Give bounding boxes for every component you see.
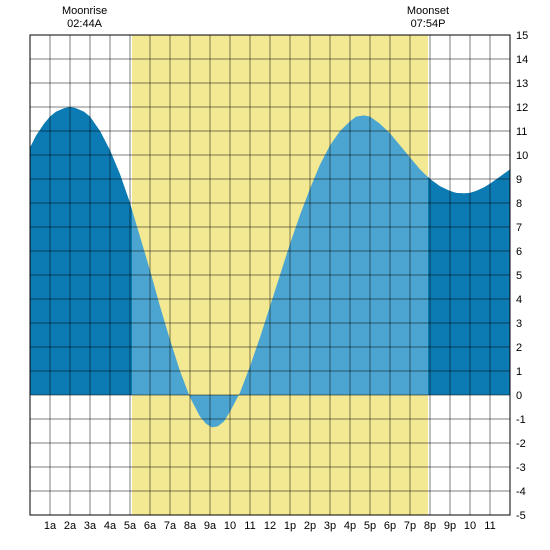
x-axis-label: 4a: [104, 520, 117, 532]
x-axis-label: 4p: [344, 520, 356, 532]
y-axis-label: -2: [516, 438, 526, 450]
moonrise-label: Moonrise: [62, 5, 107, 17]
y-axis-label: 14: [516, 54, 528, 66]
y-axis-label: 1: [516, 366, 522, 378]
y-axis-label: 8: [516, 198, 522, 210]
y-axis-label: 11: [516, 126, 527, 138]
y-axis-label: -5: [516, 510, 526, 522]
x-axis-label: 5a: [124, 520, 137, 532]
y-axis-label: -1: [516, 414, 526, 426]
x-axis-label: 10: [464, 520, 476, 532]
x-axis-label: 1p: [284, 520, 296, 532]
x-axis-label: 11: [244, 520, 255, 532]
tide-chart: 1a2a3a4a5a6a7a8a9a1011121p2p3p4p5p6p7p8p…: [0, 0, 550, 550]
y-axis-label: 4: [516, 294, 522, 306]
x-axis-label: 9a: [204, 520, 217, 532]
y-axis-label: 12: [516, 102, 528, 114]
x-axis-label: 3a: [84, 520, 97, 532]
moonset-time: 07:54P: [411, 18, 446, 30]
x-axis-label: 6a: [144, 520, 157, 532]
y-axis-label: 15: [516, 30, 528, 42]
x-axis-label: 6p: [384, 520, 396, 532]
x-axis-label: 11: [484, 520, 495, 532]
y-axis-label: 3: [516, 318, 522, 330]
x-axis-label: 12: [264, 520, 276, 532]
y-axis-label: 7: [516, 222, 522, 234]
y-axis-label: 0: [516, 390, 522, 402]
x-axis-label: 9p: [444, 520, 456, 532]
x-axis-label: 7a: [164, 520, 177, 532]
y-axis-label: -4: [516, 486, 526, 498]
y-axis-label: -3: [516, 462, 526, 474]
y-axis-label: 5: [516, 270, 522, 282]
x-axis-label: 8a: [184, 520, 197, 532]
x-axis-label: 5p: [364, 520, 376, 532]
y-axis-label: 13: [516, 78, 528, 90]
y-axis-label: 9: [516, 174, 522, 186]
grid: [30, 35, 510, 515]
x-axis-label: 7p: [404, 520, 416, 532]
y-axis-label: 2: [516, 342, 522, 354]
x-axis-label: 2a: [64, 520, 77, 532]
moonrise-time: 02:44A: [67, 18, 103, 30]
x-axis-label: 3p: [324, 520, 336, 532]
moonset-label: Moonset: [407, 5, 449, 17]
x-axis-label: 2p: [304, 520, 316, 532]
y-axis-label: 6: [516, 246, 522, 258]
y-axis-label: 10: [516, 150, 528, 162]
x-axis-label: 1a: [44, 520, 57, 532]
x-axis-label: 8p: [424, 520, 436, 532]
chart-svg: 1a2a3a4a5a6a7a8a9a1011121p2p3p4p5p6p7p8p…: [0, 0, 550, 550]
x-axis-label: 10: [224, 520, 236, 532]
